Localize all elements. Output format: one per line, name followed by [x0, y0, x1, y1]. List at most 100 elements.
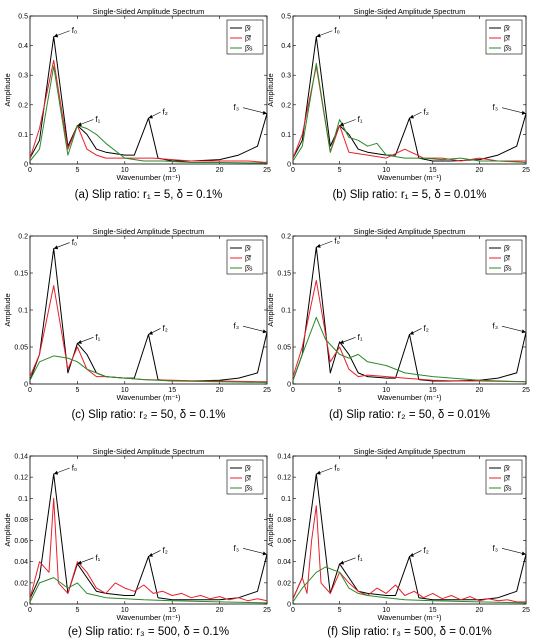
annotation-arrowhead — [339, 560, 345, 565]
series-line-f — [29, 497, 268, 602]
legend-entry: β̂f — [504, 476, 510, 483]
annotation-label: f₂ — [424, 108, 429, 117]
annotation-label: f₀ — [72, 463, 78, 472]
y-tick-label: 0.5 — [18, 14, 28, 21]
annotation-arrowhead — [53, 470, 59, 475]
series-line-s — [292, 566, 527, 604]
legend-entry: β̂s — [245, 266, 253, 273]
chart-panel-e: 0 5 10 15 20 25 0 0.02 0.04 0.06 0.08 0.1 0.12 0.14 Si… — [3, 447, 271, 638]
y-tick-label: 0.3 — [281, 73, 291, 80]
annotation-arrowhead — [521, 551, 526, 556]
x-tick-label: 20 — [476, 167, 484, 174]
legend-entry: β̂f — [504, 256, 510, 263]
x-tick-label: 10 — [121, 607, 129, 614]
legend-entry: β̂r — [245, 466, 252, 473]
annotation-label: f₂ — [424, 546, 429, 555]
annotation-label: f₁ — [358, 333, 363, 342]
annotation-label: f₁ — [358, 115, 363, 124]
legend-entry: β̂r — [245, 26, 252, 33]
x-axis-label: Wavenumber (m⁻¹) — [377, 173, 442, 182]
annotation-label: f₃ — [493, 322, 498, 331]
y-axis-label: Amplitude — [3, 293, 12, 326]
legend-entry: β̂f — [245, 256, 251, 263]
y-tick-label: 0.06 — [14, 538, 28, 545]
chart-panel-d: 0 5 10 15 20 25 0 0.05 0.1 0.15 0.2 Single-Sided Am… — [266, 227, 530, 421]
annotation-arrowhead — [409, 553, 414, 557]
x-tick-label: 20 — [216, 167, 224, 174]
annotation-label: f₃ — [234, 322, 239, 331]
annotation-arrow — [242, 548, 268, 555]
annotation-arrow — [501, 325, 527, 333]
x-tick-label: 15 — [429, 607, 437, 614]
series-line-f — [29, 59, 268, 163]
annotation-label: f₃ — [234, 103, 239, 112]
annotation-arrowhead — [339, 122, 345, 127]
chart-title: Single-Sided Amplitude Spectrum — [354, 227, 466, 236]
legend-entry: β̂r — [504, 26, 511, 33]
annotation-label: f₁ — [358, 553, 363, 562]
panel-caption: (c) Slip ratio: r₂ = 50, δ = 0.1% — [71, 409, 225, 421]
legend-entry: β̂s — [245, 46, 253, 53]
legend-entry: β̂f — [245, 36, 251, 43]
annotation-arrowhead — [53, 33, 59, 38]
x-tick-label: 0 — [28, 167, 32, 174]
x-tick-label: 25 — [263, 167, 271, 174]
x-tick-label: 0 — [291, 387, 295, 394]
legend-entry: β̂s — [504, 46, 512, 53]
y-tick-label: 0.1 — [18, 496, 28, 503]
y-tick-label: 0.08 — [277, 517, 291, 524]
y-tick-label: 0.15 — [277, 271, 291, 278]
annotation-label: f₂ — [163, 546, 168, 555]
x-tick-label: 20 — [476, 607, 484, 614]
y-axis-label: Amplitude — [266, 73, 275, 106]
annotation-arrowhead — [521, 110, 526, 115]
chart-title: Single-Sided Amplitude Spectrum — [93, 227, 205, 236]
x-tick-label: 15 — [168, 167, 176, 174]
y-tick-label: 0.5 — [281, 14, 291, 21]
x-tick-label: 0 — [28, 607, 32, 614]
annotation-label: f₀ — [72, 26, 78, 35]
y-tick-label: 0.14 — [277, 454, 291, 461]
annotation-label: f₀ — [334, 237, 340, 246]
y-tick-label: 0.14 — [14, 454, 28, 461]
y-tick-label: 0.05 — [277, 345, 291, 352]
annotation-arrowhead — [316, 470, 321, 475]
annotation-arrowhead — [262, 329, 267, 334]
series-line-f — [292, 505, 526, 603]
y-tick-label: 0.1 — [281, 308, 291, 315]
series-line-s — [29, 355, 268, 383]
series-line-s — [29, 577, 268, 604]
x-tick-label: 25 — [263, 387, 271, 394]
y-tick-label: 0.06 — [277, 538, 291, 545]
y-tick-label: 0.05 — [14, 345, 28, 352]
x-tick-label: 15 — [168, 607, 176, 614]
legend-entry: β̂f — [504, 36, 510, 43]
x-tick-label: 5 — [75, 607, 79, 614]
y-tick-label: 0.04 — [14, 559, 28, 566]
y-tick-label: 0.2 — [18, 102, 28, 109]
y-tick-label: 0 — [287, 382, 291, 389]
annotation-arrowhead — [148, 553, 153, 557]
annotation-arrow — [242, 325, 268, 333]
x-axis-label: Wavenumber (m⁻¹) — [377, 393, 442, 402]
chart-panel-b: 0 5 10 15 20 25 0 0.1 0.2 0.3 0.4 0.5 Single-Sided A… — [266, 7, 530, 201]
annotation-arrowhead — [262, 551, 267, 556]
x-axis-label: Wavenumber (m⁻¹) — [116, 393, 181, 402]
annotation-label: f₁ — [95, 333, 100, 342]
legend-entry: β̂r — [504, 466, 511, 473]
series-line-f — [29, 285, 268, 383]
x-tick-label: 15 — [429, 387, 437, 394]
panel-caption: (d) Slip ratio: r₂ = 50, δ = 0.01% — [329, 409, 490, 421]
annotation-label: f₂ — [163, 324, 168, 333]
x-tick-label: 25 — [522, 167, 530, 174]
series-line-r — [29, 36, 268, 162]
x-tick-label: 5 — [338, 387, 342, 394]
x-tick-label: 10 — [121, 387, 129, 394]
legend-entry: β̂r — [245, 246, 252, 253]
chart-title: Single-Sided Amplitude Spectrum — [93, 7, 205, 16]
y-tick-label: 0.3 — [18, 73, 28, 80]
annotation-arrow — [501, 107, 527, 114]
x-tick-label: 20 — [216, 607, 224, 614]
annotation-label: f₂ — [163, 108, 168, 117]
